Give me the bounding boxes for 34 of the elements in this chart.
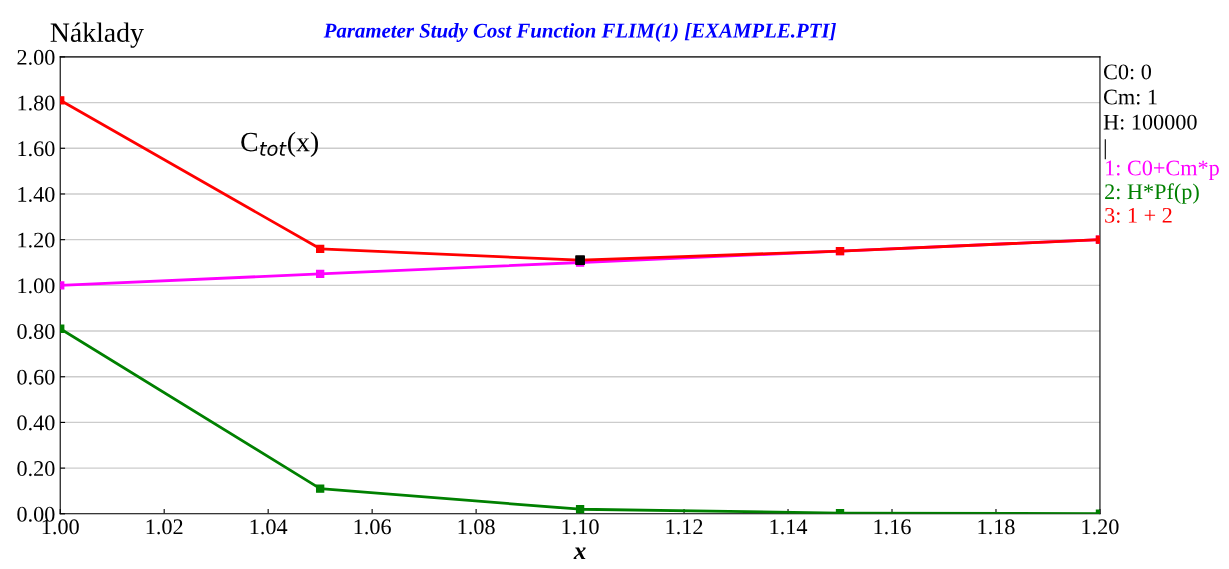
x-tick-label: 1.20 [1082, 519, 1119, 535]
point [575, 505, 585, 514]
annotation: C$_{tot}$(x) [241, 131, 318, 158]
point [315, 484, 325, 493]
x-tick-label: 1.10 [562, 519, 599, 535]
y-tick-label: 1.00 [18, 278, 55, 294]
y-tick-label: 0.60 [17, 369, 55, 385]
y-tick-label: 0.20 [17, 461, 55, 477]
y-tick-label: 1.20 [18, 232, 55, 248]
text: H: 100000 [1103, 114, 1197, 130]
y-tick-label: 1.40 [18, 186, 55, 202]
y-axis-title: Náklady [50, 22, 144, 48]
y-tick-label: 0.80 [17, 323, 55, 340]
text: 1: C0+Cm*p [1106, 160, 1219, 180]
text: Cm: 1 [1103, 89, 1157, 105]
y-tick-label: 1.80 [18, 95, 55, 111]
y-tick-label: 1.60 [18, 141, 55, 157]
point [315, 269, 325, 279]
y-tick-label: 2.00 [17, 49, 55, 65]
x-tick-label: 1.16 [874, 519, 911, 535]
series-label: 3: 1 + 2 [1105, 207, 1172, 223]
x-axis-title: x [573, 547, 586, 559]
x-tick-label: 1.12 [666, 519, 703, 535]
text: C0: 0 [1103, 64, 1151, 80]
y-tick-label: 0.40 [17, 415, 55, 431]
x-tick-label: 1.14 [770, 519, 808, 535]
x-tick-label: 1.08 [458, 519, 495, 535]
x-tick-label: 1.18 [978, 519, 1015, 535]
x-tick-label: 1.06 [354, 519, 391, 535]
text: 2: H*Pf(p) [1105, 183, 1199, 204]
x-tick-label: 1.02 [146, 519, 183, 535]
x-tick-label: 1.04 [250, 519, 288, 535]
text: | [1104, 139, 1106, 160]
chart-title: Parameter Study Cost Function FLIM(1) [EXAMPLE.PTI] [323, 23, 836, 42]
